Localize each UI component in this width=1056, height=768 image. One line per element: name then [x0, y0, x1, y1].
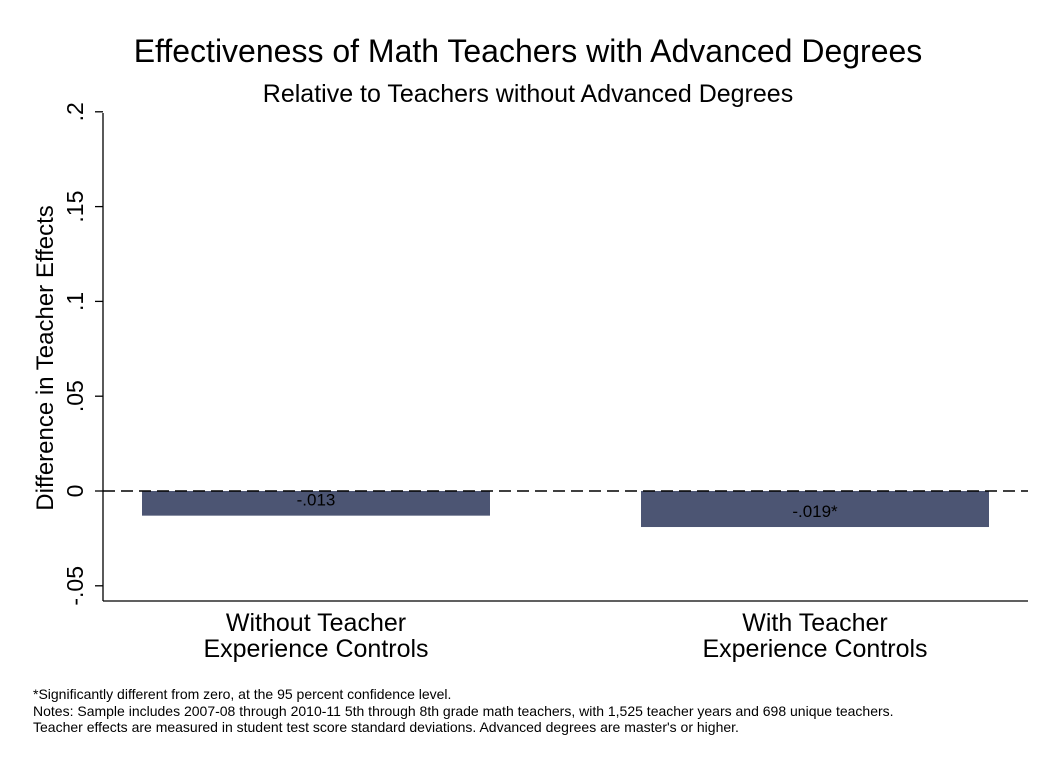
y-tick-label: .05	[62, 380, 88, 412]
footnotes: *Significantly different from zero, at t…	[33, 686, 894, 736]
bar	[142, 491, 490, 516]
y-tick-label: .2	[62, 102, 88, 121]
y-tick-label: .1	[62, 292, 88, 311]
x-category-label: Experience Controls	[702, 635, 927, 663]
plot-area: -.05 0 .05 .1 .15 .2 -.013 -.019* Without Teache…	[62, 102, 1028, 663]
x-category-label: Without Teacher	[226, 609, 406, 637]
bar	[641, 491, 989, 528]
x-category-label: Experience Controls	[203, 635, 428, 663]
y-tick-label: -.05	[62, 566, 88, 606]
y-axis-title: Difference in Teacher Effects	[32, 205, 59, 511]
measurement-note: Teacher effects are measured in student …	[33, 719, 739, 735]
bar-value-label: -.019*	[792, 502, 838, 521]
sample-note: Notes: Sample includes 2007-08 through 2…	[33, 702, 894, 719]
bar-value-label: -.013	[297, 491, 336, 510]
y-tick-label: 0	[62, 485, 88, 498]
chart-subtitle: Relative to Teachers without Advanced De…	[263, 80, 793, 108]
x-category-label: With Teacher	[742, 609, 887, 637]
chart-title: Effectiveness of Math Teachers with Adva…	[134, 33, 923, 69]
y-tick-label: .15	[62, 191, 88, 223]
significance-note: *Significantly different from zero, at t…	[33, 686, 452, 702]
